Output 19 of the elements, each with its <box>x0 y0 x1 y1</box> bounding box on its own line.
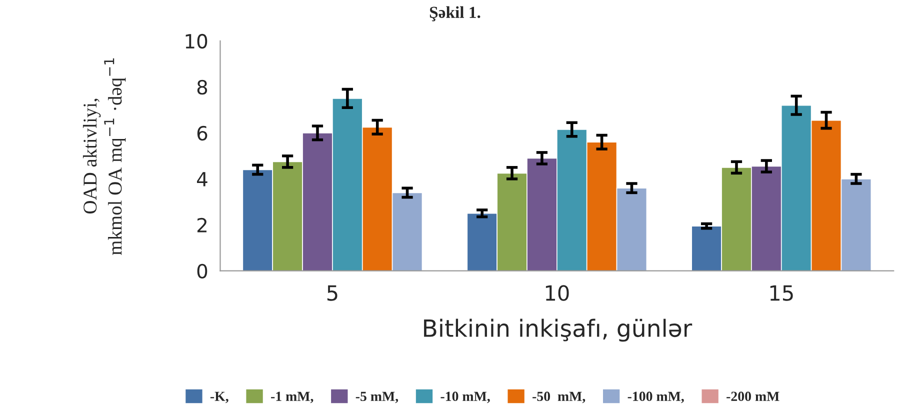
x-axis-title: Bitkinin inkişafı, günlər <box>424 318 692 342</box>
legend-label: -1 mM, <box>271 392 314 404</box>
y-tick-label: 0 <box>197 264 208 279</box>
legend-label: -5 mM, <box>356 392 398 404</box>
legend-label: -100 mM, <box>628 392 684 404</box>
x-tick-label: 15 <box>770 285 793 301</box>
y-tick-label: 4 <box>196 172 208 186</box>
y-tick-label: 6 <box>197 126 208 141</box>
legend-label: -50 mM, <box>532 392 586 404</box>
legend-label: -10 mM, <box>440 392 490 404</box>
x-tick-label: 10 <box>546 285 569 301</box>
y-tick-label: 2 <box>197 218 206 232</box>
legend-label: -K, <box>210 392 228 404</box>
y-tick-label: 8 <box>197 80 208 95</box>
y-axis-title: OAD aktivliyi, mkmol OA mq$^{−1}$ ·dəq$^{−1}$ <box>82 58 126 255</box>
y-tick-label: 10 <box>186 34 208 49</box>
x-tick-label: 5 <box>327 285 338 301</box>
chart-title: Şəkil 1. <box>430 6 480 22</box>
legend-label: -200 mM <box>726 392 780 402</box>
